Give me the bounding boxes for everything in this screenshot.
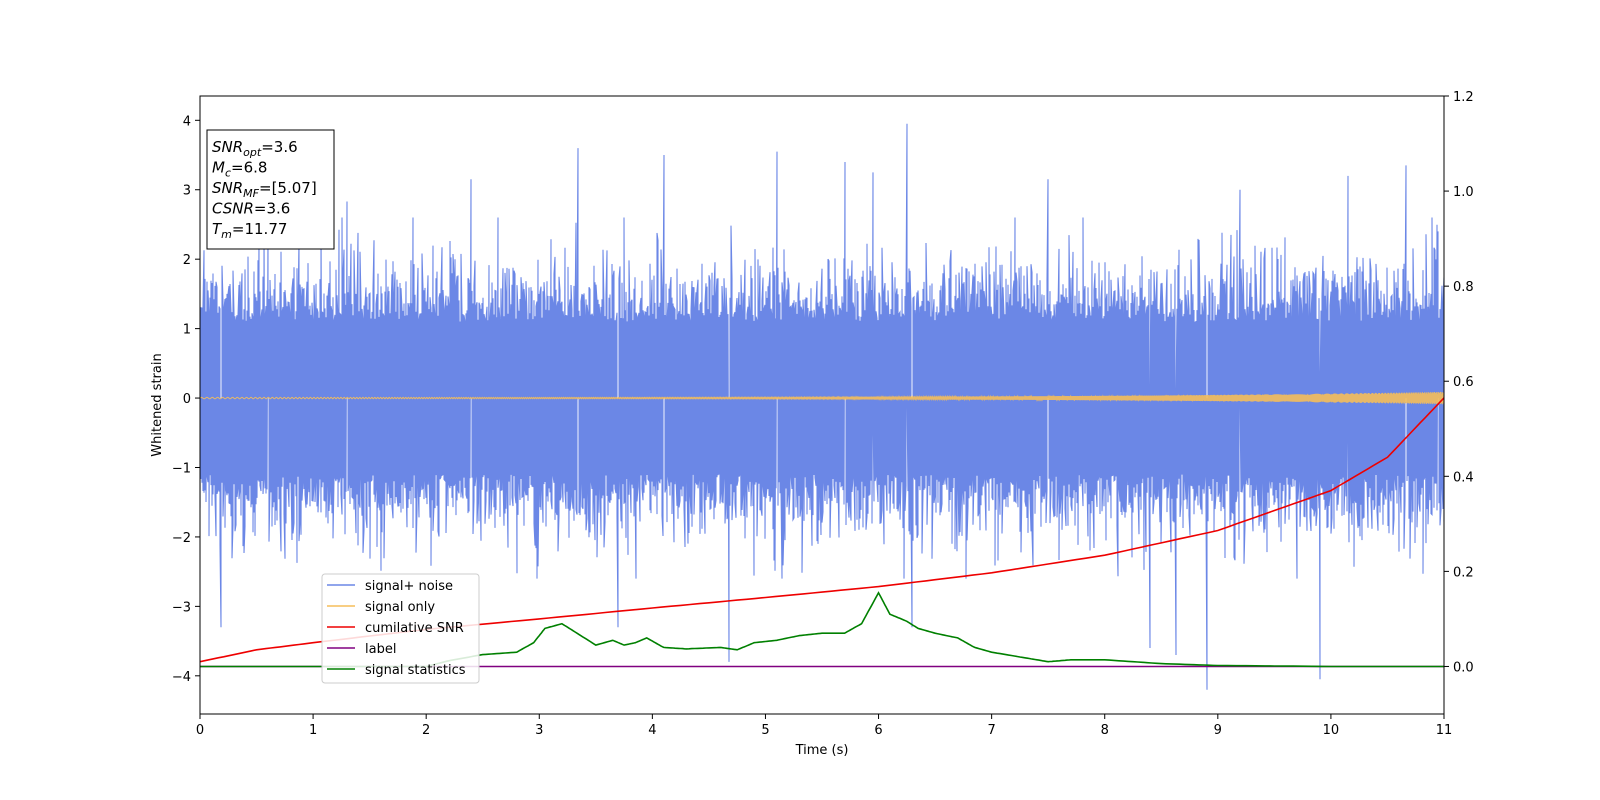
series-signal-statistics (200, 591, 1444, 668)
y-left-tick-label: 3 (183, 184, 191, 199)
y-left-tick-label: −1 (172, 461, 191, 476)
plot-frame (199, 95, 1445, 715)
legend-item: label (327, 642, 396, 657)
x-axis-label: Time (s) (795, 743, 849, 758)
info-line-subscript: m (221, 228, 232, 241)
legend-label: cumilative SNR (365, 621, 464, 636)
info-line-value: =11.77 (232, 220, 288, 238)
info-line-value: =3.6 (261, 138, 297, 156)
legend-item: cumilative SNR (327, 621, 464, 636)
x-tick-label: 5 (761, 723, 769, 738)
legend-label: signal statistics (365, 663, 466, 678)
y-axis-label: Whitened strain (150, 353, 165, 456)
info-line-value: =[5.07] (259, 179, 317, 197)
x-tick-label: 8 (1101, 723, 1109, 738)
x-tick-label: 1 (309, 723, 317, 738)
info-box-line: SNRMF=[5.07] (212, 179, 317, 200)
legend-label: label (365, 642, 396, 657)
legend-label: signal+ noise (365, 579, 453, 594)
info-line-subscript: MF (243, 187, 259, 200)
legend-frame (321, 573, 480, 684)
y-right-tick-label: 0.4 (1453, 470, 1474, 485)
info-box: SNRopt=3.6Mc=6.8SNRMF=[5.07]CSNR=3.6Tm=1… (206, 129, 335, 250)
y-right-tick-label: 0.6 (1453, 375, 1474, 390)
y-right-tick-label: 0.2 (1453, 565, 1474, 580)
y-left-tick-label: 2 (183, 253, 191, 268)
info-line-symbol: SNR (212, 138, 243, 156)
legend-item: signal+ noise (327, 579, 453, 594)
info-box-line: CSNR=3.6 (212, 200, 290, 218)
y-right-tick-label: 0.8 (1453, 280, 1474, 295)
y-left-tick-label: −4 (172, 670, 191, 685)
x-tick-label: 7 (987, 723, 995, 738)
y-left-tick-label: −2 (172, 531, 191, 546)
info-line-value: =3.6 (254, 200, 290, 218)
legend-item: signal only (327, 600, 435, 615)
info-line-subscript: opt (243, 146, 262, 159)
info-line-symbol: SNR (212, 179, 243, 197)
x-tick-label: 0 (196, 723, 204, 738)
y-axis-right: 0.0 0.2 0.4 0.6 0.8 1.0 1.2 (1444, 90, 1474, 675)
x-tick-label: 10 (1323, 723, 1340, 738)
legend-label: signal only (365, 600, 435, 615)
info-box-line: SNRopt=3.6 (212, 138, 298, 159)
y-left-tick-label: 0 (183, 392, 191, 407)
info-line-symbol: CSNR (212, 200, 254, 218)
info-line-symbol: T (212, 220, 223, 238)
info-box-line: Tm=11.77 (212, 220, 287, 241)
x-tick-label: 9 (1214, 723, 1222, 738)
x-tick-label: 2 (422, 723, 430, 738)
series-signal-only (200, 391, 1444, 405)
info-line-value: =6.8 (231, 159, 267, 177)
x-tick-label: 4 (648, 723, 656, 738)
y-left-tick-label: 1 (183, 323, 191, 338)
x-tick-label: 3 (535, 723, 543, 738)
info-line-subscript: c (225, 167, 231, 180)
legend-item: signal statistics (327, 663, 466, 678)
y-right-tick-label: 1.0 (1453, 185, 1474, 200)
y-left-tick-label: 4 (183, 114, 191, 129)
y-right-tick-label: 1.2 (1453, 90, 1474, 105)
series-signal-plus-noise (200, 123, 1444, 690)
x-tick-label: 6 (874, 723, 882, 738)
y-axis-left: −4 −3 −2 −1 0 1 2 3 4 (172, 114, 200, 685)
x-axis: 0 1 2 3 4 5 6 7 8 9 10 11 (196, 714, 1452, 738)
info-line-symbol: M (212, 159, 225, 177)
info-box-line: Mc=6.8 (212, 159, 267, 180)
y-right-tick-label: 0.0 (1453, 660, 1474, 675)
info-box-frame (206, 129, 335, 250)
x-tick-label: 11 (1436, 723, 1453, 738)
legend: signal+ noise signal only cumilative SNR la… (321, 573, 480, 684)
y-left-tick-label: −3 (172, 600, 191, 615)
